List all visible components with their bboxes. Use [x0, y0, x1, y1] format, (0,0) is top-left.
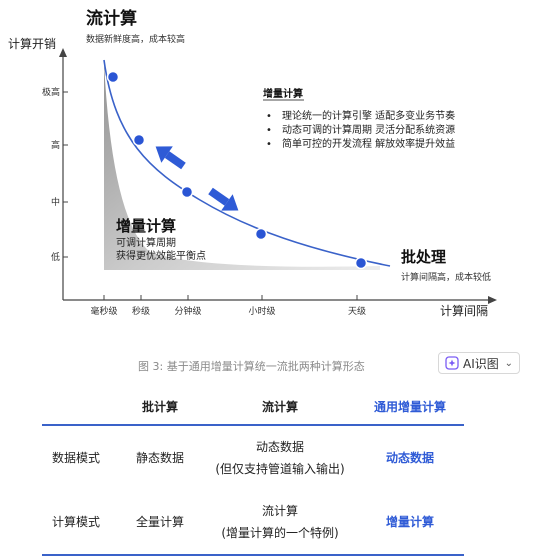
x-axis-arrow-icon [488, 296, 497, 304]
y-tick-label: 中 [51, 196, 60, 208]
stream-desc: 数据新鲜度高，成本较高 [86, 33, 185, 45]
cell-stream: 流计算 (增量计算的一个特例) [204, 490, 356, 556]
legend-title: 增量计算 [263, 87, 303, 100]
cell-stream-line: (增量计算的一个特例) [221, 526, 339, 540]
y-tick-label: 低 [51, 251, 60, 263]
cell-batch: 全量计算 [116, 490, 204, 556]
curve-point [132, 133, 146, 147]
cell-incremental: 动态数据 [385, 451, 434, 465]
y-axis-arrow-icon [59, 48, 67, 57]
legend-list: • 理论统一的计算引擎 适配多变业务节奏 • 动态可调的计算周期 灵活分配系统资… [266, 109, 455, 150]
x-tick-label: 天级 [348, 305, 366, 317]
table-header-highlight: 通用增量计算 [356, 388, 464, 426]
incremental-shade-region [104, 62, 380, 270]
x-axis-label: 计算间隔 [440, 303, 488, 318]
y-tick-label: 高 [51, 139, 60, 151]
cell-incremental: 增量计算 [356, 490, 464, 556]
comparison-table: 批计算 流计算 通用增量计算 数据模式 静态数据 动态数据 (但仅支持管道输入输… [42, 388, 464, 556]
x-tick-label: 小时级 [248, 305, 275, 317]
incremental-line: 获得更优效能平衡点 [116, 249, 206, 262]
y-axis-label: 计算开销 [8, 36, 56, 51]
cell-stream-line: (但仅支持管道输入输出) [215, 462, 345, 476]
tradeoff-diagram: 计算开销 计算间隔 极高 高 中 低 毫秒级 秒级 分钟级 小时级 天级 [8, 8, 497, 318]
table-row: 计算模式 全量计算 流计算 (增量计算的一个特例) 增量计算 [42, 490, 464, 556]
adjust-arrow-down-icon [208, 187, 239, 211]
tradeoff-curve [103, 59, 391, 267]
x-tick-label: 分钟级 [174, 305, 201, 317]
row-label: 数据模式 [52, 451, 101, 465]
incremental-line: 可调计算周期 [116, 236, 176, 249]
table-header-row: 批计算 流计算 通用增量计算 [42, 388, 464, 426]
batch-desc: 计算间隔高，成本较低 [401, 271, 491, 283]
figure-caption-row: 图 3: 基于通用增量计算统一流批两种计算形态 AI识图 ⌄ [0, 352, 554, 378]
table-header: 批计算 [116, 388, 204, 426]
curve-point [354, 256, 368, 270]
svg-text:•: • [266, 139, 272, 150]
y-ticks: 极高 高 中 低 [42, 86, 68, 263]
cell-stream-line: 流计算 [261, 504, 298, 518]
adjust-arrow-up-icon [155, 146, 186, 170]
chevron-down-icon: ⌄ [504, 357, 513, 369]
table-row: 数据模式 静态数据 动态数据 (但仅支持管道输入输出) 动态数据 [42, 425, 464, 490]
x-tick-label: 秒级 [132, 305, 150, 317]
ai-sparkle-icon [445, 356, 459, 370]
cell-stream-line: 动态数据 [255, 440, 304, 454]
row-label: 计算模式 [42, 490, 116, 556]
x-tick-label: 毫秒级 [90, 305, 117, 317]
table-header-empty [42, 388, 116, 426]
stream-title: 流计算 [86, 8, 137, 29]
y-tick-label: 极高 [42, 86, 60, 98]
ai-recognize-button[interactable]: AI识图 ⌄ [438, 352, 520, 374]
incremental-title: 增量计算 [116, 217, 176, 235]
figure-caption: 图 3: 基于通用增量计算统一流批两种计算形态 [138, 360, 365, 373]
batch-title: 批处理 [401, 248, 446, 266]
legend-item: 动态可调的计算周期 灵活分配系统资源 [282, 123, 455, 136]
svg-text:•: • [266, 111, 272, 122]
ai-button-label: AI识图 [463, 356, 499, 371]
curve-point [106, 70, 120, 84]
curve-point [180, 185, 194, 199]
table-header: 流计算 [204, 388, 356, 426]
cell-stream: 动态数据 (但仅支持管道输入输出) [204, 425, 356, 490]
curve-points [106, 70, 368, 270]
x-ticks: 毫秒级 秒级 分钟级 小时级 天级 [90, 295, 366, 317]
curve-point [254, 227, 268, 241]
legend-item: 简单可控的开发流程 解放效率提升效益 [282, 137, 455, 150]
svg-text:•: • [266, 125, 272, 136]
cell-batch: 静态数据 [135, 451, 184, 465]
legend-item: 理论统一的计算引擎 适配多变业务节奏 [282, 109, 455, 122]
